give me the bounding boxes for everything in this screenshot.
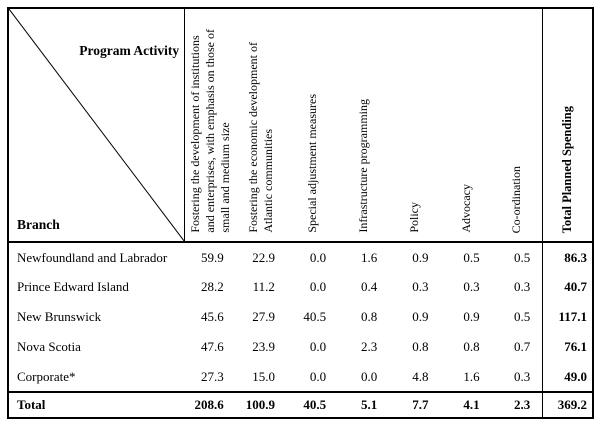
diagonal-line <box>9 9 184 241</box>
branch-cell: Newfoundland and Labrador <box>17 249 168 265</box>
column-header-label: Co-ordination <box>509 165 524 233</box>
table-total-row: Total 208.6 100.9 40.5 5.1 7.7 4.1 2.3 3… <box>8 391 593 418</box>
value-cell: 0.8 <box>361 309 378 324</box>
total-value-cell: 100.9 <box>235 391 287 418</box>
table-row-nova-scotia: Nova Scotia 47.6 23.9 0.0 2.3 0.8 0.8 0.… <box>8 332 593 362</box>
value-cell: 0.9 <box>412 309 429 324</box>
value-cell: 47.6 <box>201 339 224 354</box>
value-cell: 0.0 <box>309 249 327 265</box>
column-header-special-adjustment: Special adjustment measures <box>286 8 339 243</box>
total-value-cell: 40.5 <box>286 391 339 418</box>
column-header-label: Total Planned Spending <box>560 105 575 233</box>
value-cell: 15.0 <box>252 368 275 384</box>
column-header-advocacy: Advocacy <box>440 8 492 243</box>
column-header-label: Advocacy <box>458 184 473 233</box>
value-cell: 45.6 <box>201 309 224 324</box>
value-cell: 0.3 <box>463 279 480 294</box>
value-cell: 0.3 <box>412 279 429 294</box>
value-cell: 22.9 <box>252 249 275 265</box>
value-cell: 0.4 <box>361 279 378 294</box>
value-cell: 0.5 <box>514 249 531 265</box>
column-header-institutions: Fostering the development of institution… <box>184 8 236 243</box>
value-cell: 27.9 <box>252 309 275 324</box>
value-cell: 0.3 <box>514 368 531 384</box>
row-total-cell: 117.1 <box>542 302 593 332</box>
table-row-pei: Prince Edward Island 28.2 11.2 0.0 0.4 0… <box>8 272 593 302</box>
value-cell: 4.8 <box>412 368 429 384</box>
table-row-newfoundland: Newfoundland and Labrador 59.9 22.9 0.0 … <box>8 242 593 272</box>
total-value-cell: 7.7 <box>389 391 441 418</box>
value-cell: 0.8 <box>412 339 429 354</box>
value-cell: 2.3 <box>361 339 378 354</box>
branch-cell: New Brunswick <box>17 309 102 324</box>
value-cell: 0.7 <box>514 339 531 354</box>
value-cell: 0.5 <box>463 249 480 265</box>
value-cell: 1.6 <box>361 249 378 265</box>
column-header-label: Fostering the economic development of At… <box>246 42 276 233</box>
value-cell: 0.9 <box>412 249 429 265</box>
corner-top-label: Program Activity <box>79 43 180 58</box>
row-total-cell: 40.7 <box>542 272 593 302</box>
total-row-label: Total <box>8 391 185 418</box>
column-header-total-planned-spending: Total Planned Spending <box>542 8 593 243</box>
value-cell: 27.3 <box>201 368 224 384</box>
branch-cell: Nova Scotia <box>17 339 81 354</box>
column-header-coordination: Co-ordination <box>491 8 543 243</box>
value-cell: 0.8 <box>463 339 480 354</box>
column-header-communities: Fostering the economic development of At… <box>235 8 287 243</box>
branch-cell: Corporate* <box>17 368 76 384</box>
value-cell: 1.6 <box>463 368 480 384</box>
value-cell: 0.9 <box>463 309 480 324</box>
corner-bottom-label: Branch <box>17 217 60 232</box>
total-value-cell: 4.1 <box>440 391 492 418</box>
column-header-label: Policy <box>407 202 422 233</box>
column-header-label: Infrastructure programming <box>356 99 371 233</box>
total-value-cell: 5.1 <box>338 391 390 418</box>
total-value-cell: 208.6 <box>184 391 236 418</box>
header-row: Program Activity Branch Fostering the de… <box>8 8 593 243</box>
value-cell: 11.2 <box>252 279 275 294</box>
planned-spending-table: Program Activity Branch Fostering the de… <box>7 7 594 419</box>
corner-cell: Program Activity Branch <box>8 8 186 243</box>
total-value-cell: 2.3 <box>491 391 543 418</box>
grand-total-cell: 369.2 <box>542 391 593 418</box>
column-header-label: Special adjustment measures <box>305 94 320 233</box>
value-cell: 28.2 <box>201 279 224 294</box>
column-header-policy: Policy <box>389 8 441 243</box>
value-cell: 40.5 <box>303 309 327 324</box>
row-total-cell: 49.0 <box>542 362 593 392</box>
branch-cell: Prince Edward Island <box>17 279 129 294</box>
value-cell: 0.5 <box>514 309 531 324</box>
column-header-infrastructure: Infrastructure programming <box>338 8 390 243</box>
table-row-new-brunswick: New Brunswick 45.6 27.9 40.5 0.8 0.9 0.9… <box>8 302 593 332</box>
row-total-cell: 76.1 <box>542 332 593 362</box>
column-header-label: Fostering the development of institution… <box>187 29 232 233</box>
value-cell: 0.0 <box>361 368 378 384</box>
row-total-cell: 86.3 <box>542 242 593 272</box>
value-cell: 0.0 <box>309 279 327 294</box>
value-cell: 23.9 <box>252 339 275 354</box>
table-row-corporate: Corporate* 27.3 15.0 0.0 0.0 4.8 1.6 0.3… <box>8 362 593 392</box>
value-cell: 0.0 <box>309 368 327 384</box>
value-cell: 0.0 <box>309 339 327 354</box>
value-cell: 0.3 <box>514 279 531 294</box>
value-cell: 59.9 <box>201 249 224 265</box>
